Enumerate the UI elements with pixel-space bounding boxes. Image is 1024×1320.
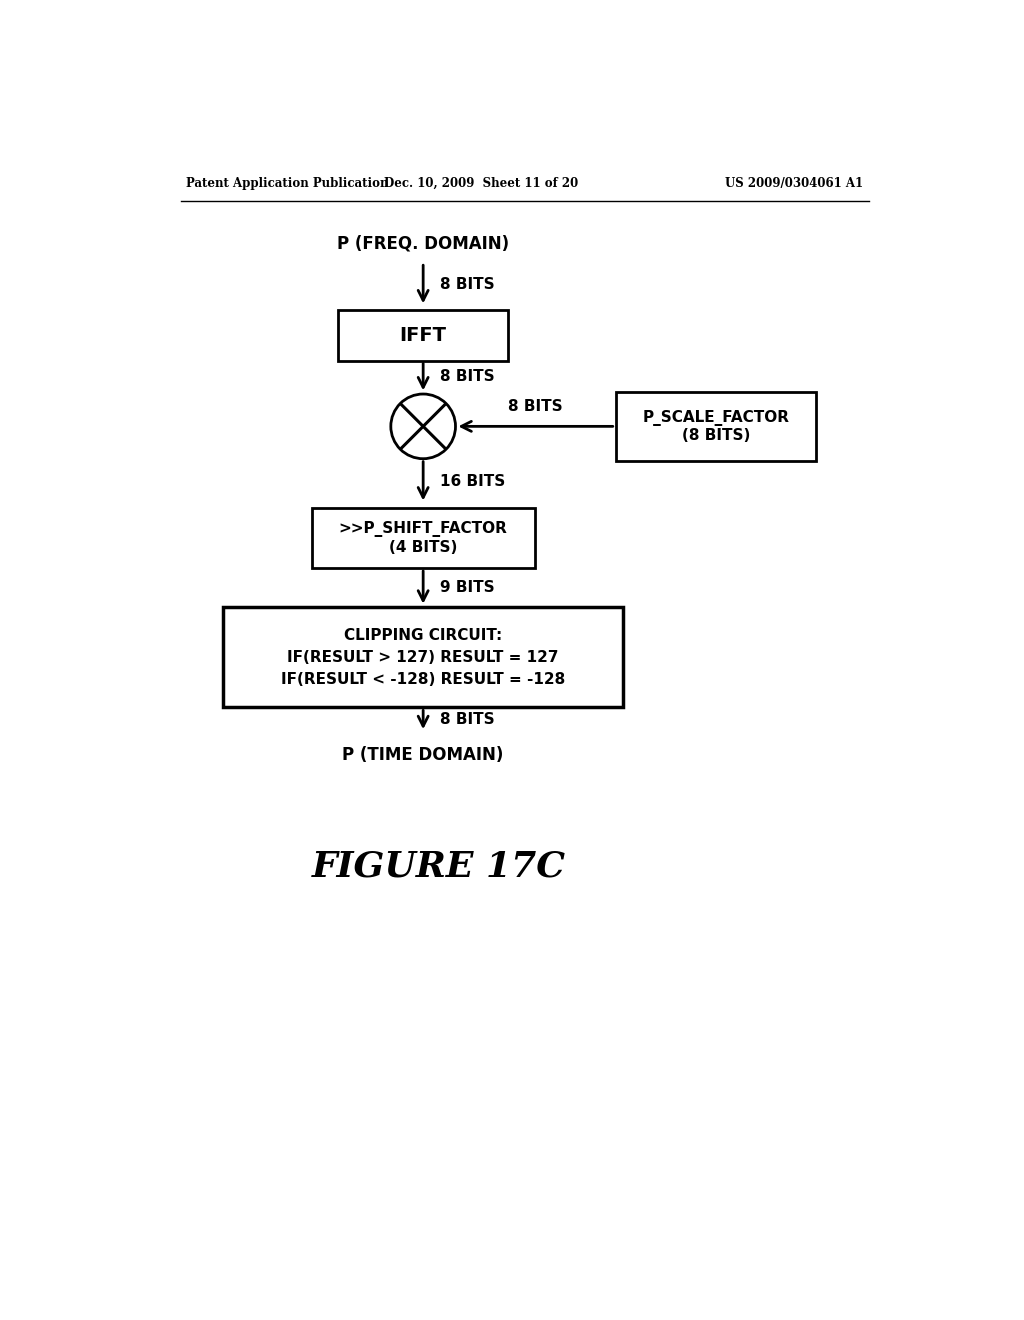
Text: FIGURE 17C: FIGURE 17C <box>311 850 565 884</box>
Text: P (FREQ. DOMAIN): P (FREQ. DOMAIN) <box>337 234 509 252</box>
Text: 9 BITS: 9 BITS <box>440 579 495 595</box>
Text: >>P_SHIFT_FACTOR
(4 BITS): >>P_SHIFT_FACTOR (4 BITS) <box>339 521 508 554</box>
Text: 8 BITS: 8 BITS <box>440 277 495 292</box>
Text: P (TIME DOMAIN): P (TIME DOMAIN) <box>342 746 504 764</box>
Bar <box>615 392 816 461</box>
Text: Dec. 10, 2009  Sheet 11 of 20: Dec. 10, 2009 Sheet 11 of 20 <box>384 177 578 190</box>
Bar <box>223 607 624 708</box>
Circle shape <box>391 395 456 459</box>
Text: Patent Application Publication: Patent Application Publication <box>186 177 388 190</box>
Text: IFFT: IFFT <box>399 326 446 345</box>
Text: US 2009/0304061 A1: US 2009/0304061 A1 <box>725 177 863 190</box>
Text: 8 BITS: 8 BITS <box>440 370 495 384</box>
Text: 16 BITS: 16 BITS <box>440 474 506 488</box>
Bar <box>311 508 535 568</box>
Text: 8 BITS: 8 BITS <box>508 399 563 414</box>
Text: CLIPPING CIRCUIT:
IF(RESULT > 127) RESULT = 127
IF(RESULT < -128) RESULT = -128: CLIPPING CIRCUIT: IF(RESULT > 127) RESUL… <box>281 628 565 688</box>
Bar <box>339 310 508 360</box>
Text: 8 BITS: 8 BITS <box>440 713 495 727</box>
Text: P_SCALE_FACTOR
(8 BITS): P_SCALE_FACTOR (8 BITS) <box>642 409 790 444</box>
